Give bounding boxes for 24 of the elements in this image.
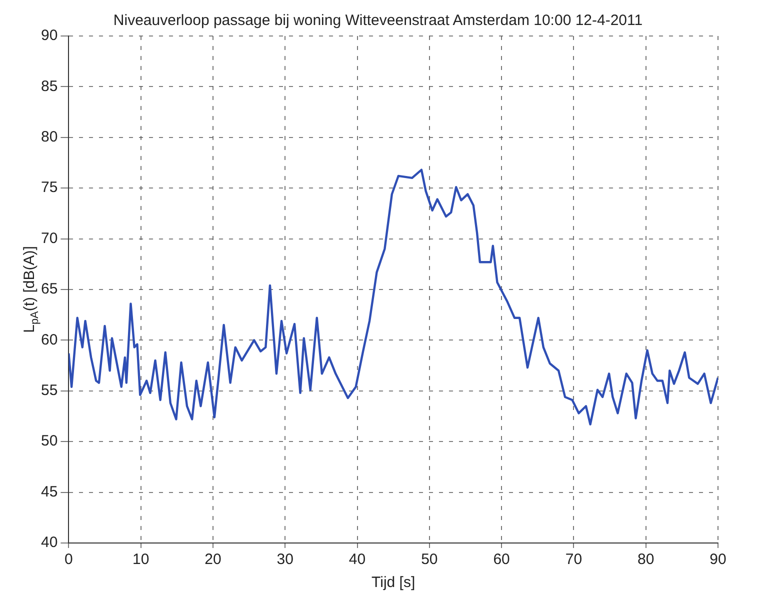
x-tick-label: 0 — [64, 551, 73, 568]
y-tick-label: 50 — [40, 432, 58, 450]
x-tick-label: 30 — [276, 551, 294, 568]
x-tick-label: 60 — [493, 551, 510, 568]
y-tick-label: 75 — [40, 179, 58, 196]
y-tick-label: 60 — [40, 331, 58, 348]
chart-title: Niveauverloop passage bij woning Witteveenstraat Amsterdam 10:00 12-4-2011 — [113, 12, 643, 30]
y-axis-title: LpA(t) [dB(A)] — [21, 246, 42, 333]
y-tick-label: 70 — [40, 230, 58, 247]
y-tick-label: 45 — [40, 483, 58, 500]
y-tick-label: 65 — [40, 280, 58, 298]
x-tick-label: 90 — [710, 551, 726, 568]
x-tick-label: 80 — [638, 551, 654, 568]
y-tick-label: 90 — [40, 27, 58, 44]
x-tick-label: 10 — [132, 551, 150, 568]
x-axis-title: Tijd [s] — [372, 574, 416, 592]
y-tick-label: 55 — [40, 382, 58, 400]
y-tick-label: 40 — [40, 534, 58, 552]
x-tick-label: 40 — [348, 551, 366, 568]
y-tick-label: 85 — [40, 78, 58, 95]
y-tick-label: 80 — [40, 128, 58, 146]
x-tick-label: 50 — [421, 551, 438, 568]
x-tick-label: 20 — [204, 551, 222, 568]
x-tick-label: 70 — [565, 551, 582, 568]
